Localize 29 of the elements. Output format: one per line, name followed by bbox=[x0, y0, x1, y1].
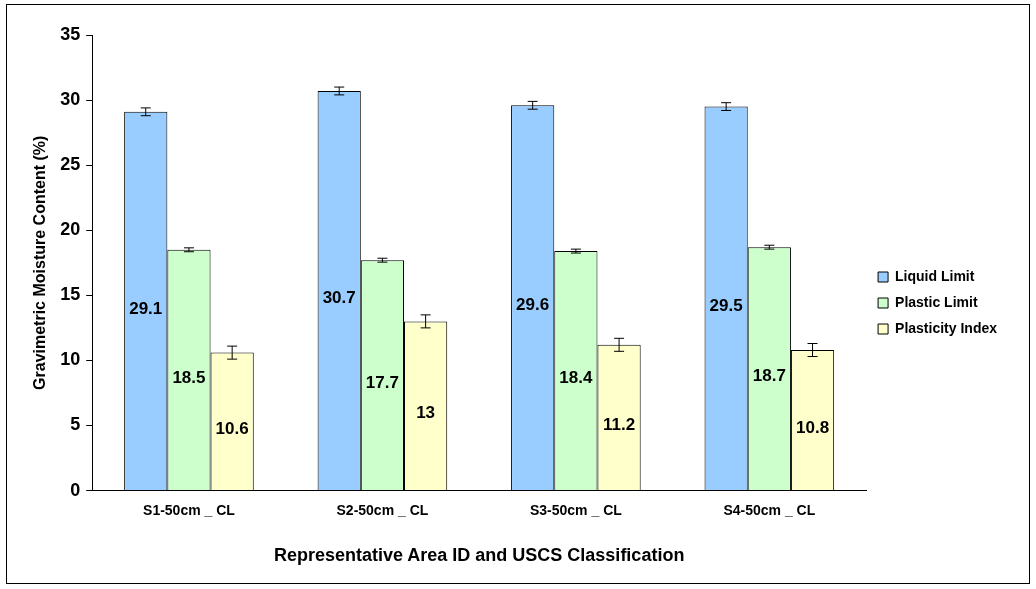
x-tick-label: S4-50cm _ CL bbox=[723, 501, 816, 518]
data-label: 10.8 bbox=[796, 417, 830, 437]
data-label: 18.7 bbox=[752, 366, 786, 386]
x-axis-title: Representative Area ID and USCS Classification bbox=[273, 545, 685, 566]
data-label: 13 bbox=[416, 403, 436, 423]
y-tick-label: 15 bbox=[60, 284, 81, 305]
data-label: 10.6 bbox=[215, 419, 249, 439]
y-tick-label: 25 bbox=[60, 154, 81, 175]
y-axis-title: Gravimetric Moisture Content (%) bbox=[31, 135, 49, 390]
y-tick-label: 5 bbox=[70, 414, 81, 435]
data-label: 18.5 bbox=[172, 367, 206, 387]
data-label: 29.6 bbox=[516, 295, 550, 315]
data-label: 18.4 bbox=[559, 368, 593, 388]
y-tick-label: 30 bbox=[60, 89, 81, 110]
y-tick-label: 10 bbox=[60, 349, 81, 370]
data-label: 29.5 bbox=[709, 296, 743, 316]
x-tick-label: S2-50cm _ CL bbox=[336, 501, 429, 518]
data-label: 17.7 bbox=[365, 372, 399, 392]
legend-label: Plastic Limit bbox=[895, 293, 978, 310]
x-tick-label: S3-50cm _ CL bbox=[529, 501, 623, 518]
x-tick-label: S1-50cm _ CL bbox=[143, 501, 236, 518]
legend-label: Liquid Limit bbox=[895, 267, 975, 284]
y-tick-label: 0 bbox=[70, 479, 81, 500]
y-tick-label: 35 bbox=[60, 23, 81, 44]
data-label: 29.1 bbox=[129, 298, 163, 318]
legend-label: Plasticity Index bbox=[895, 319, 998, 336]
y-tick-label: 20 bbox=[60, 219, 81, 240]
data-label: 30.7 bbox=[322, 288, 356, 308]
data-label: 11.2 bbox=[603, 415, 636, 435]
